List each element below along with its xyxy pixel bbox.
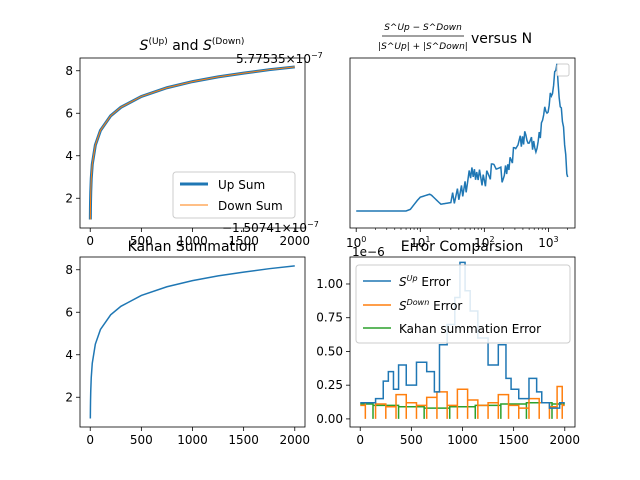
panel1-xtick-label: 2000 [279, 234, 310, 248]
panel3-ytick-label: 2 [65, 390, 73, 404]
panel3-plot-area: 0 500 1000 1500 2000 2 4 6 8 [65, 256, 310, 447]
panel4-ytick-label: 0.50 [316, 344, 343, 358]
panel3-xtick-label: 1500 [228, 433, 259, 447]
panel4-title: Error Comparsion [401, 239, 523, 255]
legend-label-kahan-error: Kahan summation Error [399, 322, 541, 336]
series-line-down-sum [89, 66, 295, 220]
panel3-xtick-label: 500 [130, 433, 153, 447]
panel4-xtick-label: 1000 [447, 433, 478, 447]
panel4-ytick-label: 0.00 [316, 412, 343, 426]
panel3-ytick-label: 6 [65, 305, 73, 319]
panel2-axes-frame [349, 57, 576, 229]
panel4-ytick-label: 0.25 [316, 378, 343, 392]
panel4-ytick-label: 1.00 [316, 277, 343, 291]
panel1-ytick-label: 8 [65, 64, 73, 78]
panel3-xtick-label: 2000 [279, 433, 310, 447]
panel-kahan-summation: Kahan Summation 0 500 1000 1500 2000 2 4 6 8 [65, 239, 310, 447]
panel-up-down-sums: S(Up) and S(Down) 0 500 1000 1500 2000 2 4 6 8 U… [65, 37, 310, 248]
panel4-scale-note: 1e−6 [352, 245, 385, 259]
panel2-offset-top: 5.77535×10−7 [236, 51, 323, 66]
panel-error-comparison: Error Comparsion 1e−6 0 500 1000 1500 2000 0.… [316, 239, 580, 447]
panel1-xtick-label: 1500 [228, 234, 259, 248]
panel1-title: S(Up) and S(Down) [140, 37, 245, 54]
panel3-title: Kahan Summation [128, 239, 257, 255]
panel-relative-difference: S^Up − S^Down |S^Up| + |S^Down| versus N… [222, 23, 576, 250]
panel1-xtick-label: 500 [130, 234, 153, 248]
series-line-kahan-error [360, 401, 565, 419]
panel3-ytick-label: 8 [65, 263, 73, 277]
panel3-xtick-label: 0 [86, 433, 94, 447]
panel2-title-numerator: S^Up − S^Down [384, 23, 462, 33]
panel3-xtick-label: 1000 [177, 433, 208, 447]
panel2-xtick-label: 103 [538, 235, 558, 250]
panel4-xtick-label: 2000 [549, 433, 580, 447]
panel2-title-suffix: versus N [471, 31, 532, 47]
panel4-xtick-label: 500 [400, 433, 423, 447]
panel1-plot-area: 0 500 1000 1500 2000 2 4 6 8 [65, 57, 310, 248]
panel2-title: S^Up − S^Down |S^Up| + |S^Down| versus N [378, 23, 532, 52]
panel2-offset-bottom: −1.50741×10−7 [222, 220, 319, 235]
panel1-ytick-label: 6 [65, 106, 73, 120]
panel1-ytick-label: 4 [65, 149, 73, 163]
panel2-xtick-label: 101 [410, 235, 430, 250]
panel2-plot-area: 100 101 102 103 [346, 57, 576, 250]
panel1-xtick-label: 0 [86, 234, 94, 248]
panel4-ytick-label: 0.75 [316, 311, 343, 325]
legend-label-down-error: SDown Error [399, 298, 462, 313]
panel4-legend: SUp Error SDown Error Kahan summation Er… [355, 264, 571, 344]
panel2-xtick-label: 102 [474, 235, 494, 250]
series-line-relative-difference [356, 63, 569, 212]
panel3-ytick-label: 4 [65, 348, 73, 362]
series-line-down-error [360, 385, 565, 419]
panel1-legend: Up Sum Down Sum [172, 171, 296, 219]
legend-label-down-sum: Down Sum [218, 199, 283, 213]
series-line-up-error [360, 261, 565, 409]
legend-label-up-sum: Up Sum [218, 178, 265, 192]
panel4-plot-area: 0 500 1000 1500 2000 0.00 0.25 0.50 0.75 1.00 [316, 256, 580, 447]
panel2-empty-legend [556, 63, 570, 77]
panel2-xtick-label: 100 [346, 235, 366, 250]
series-line-kahan [89, 265, 295, 419]
panel1-xtick-label: 1000 [177, 234, 208, 248]
legend-label-up-error: SUp Error [399, 274, 451, 289]
legend-box [355, 264, 571, 344]
panel4-xtick-label: 0 [356, 433, 364, 447]
panel4-xtick-label: 1500 [498, 433, 529, 447]
panel2-title-denominator: |S^Up| + |S^Down| [378, 42, 468, 52]
panel1-ytick-label: 2 [65, 191, 73, 205]
